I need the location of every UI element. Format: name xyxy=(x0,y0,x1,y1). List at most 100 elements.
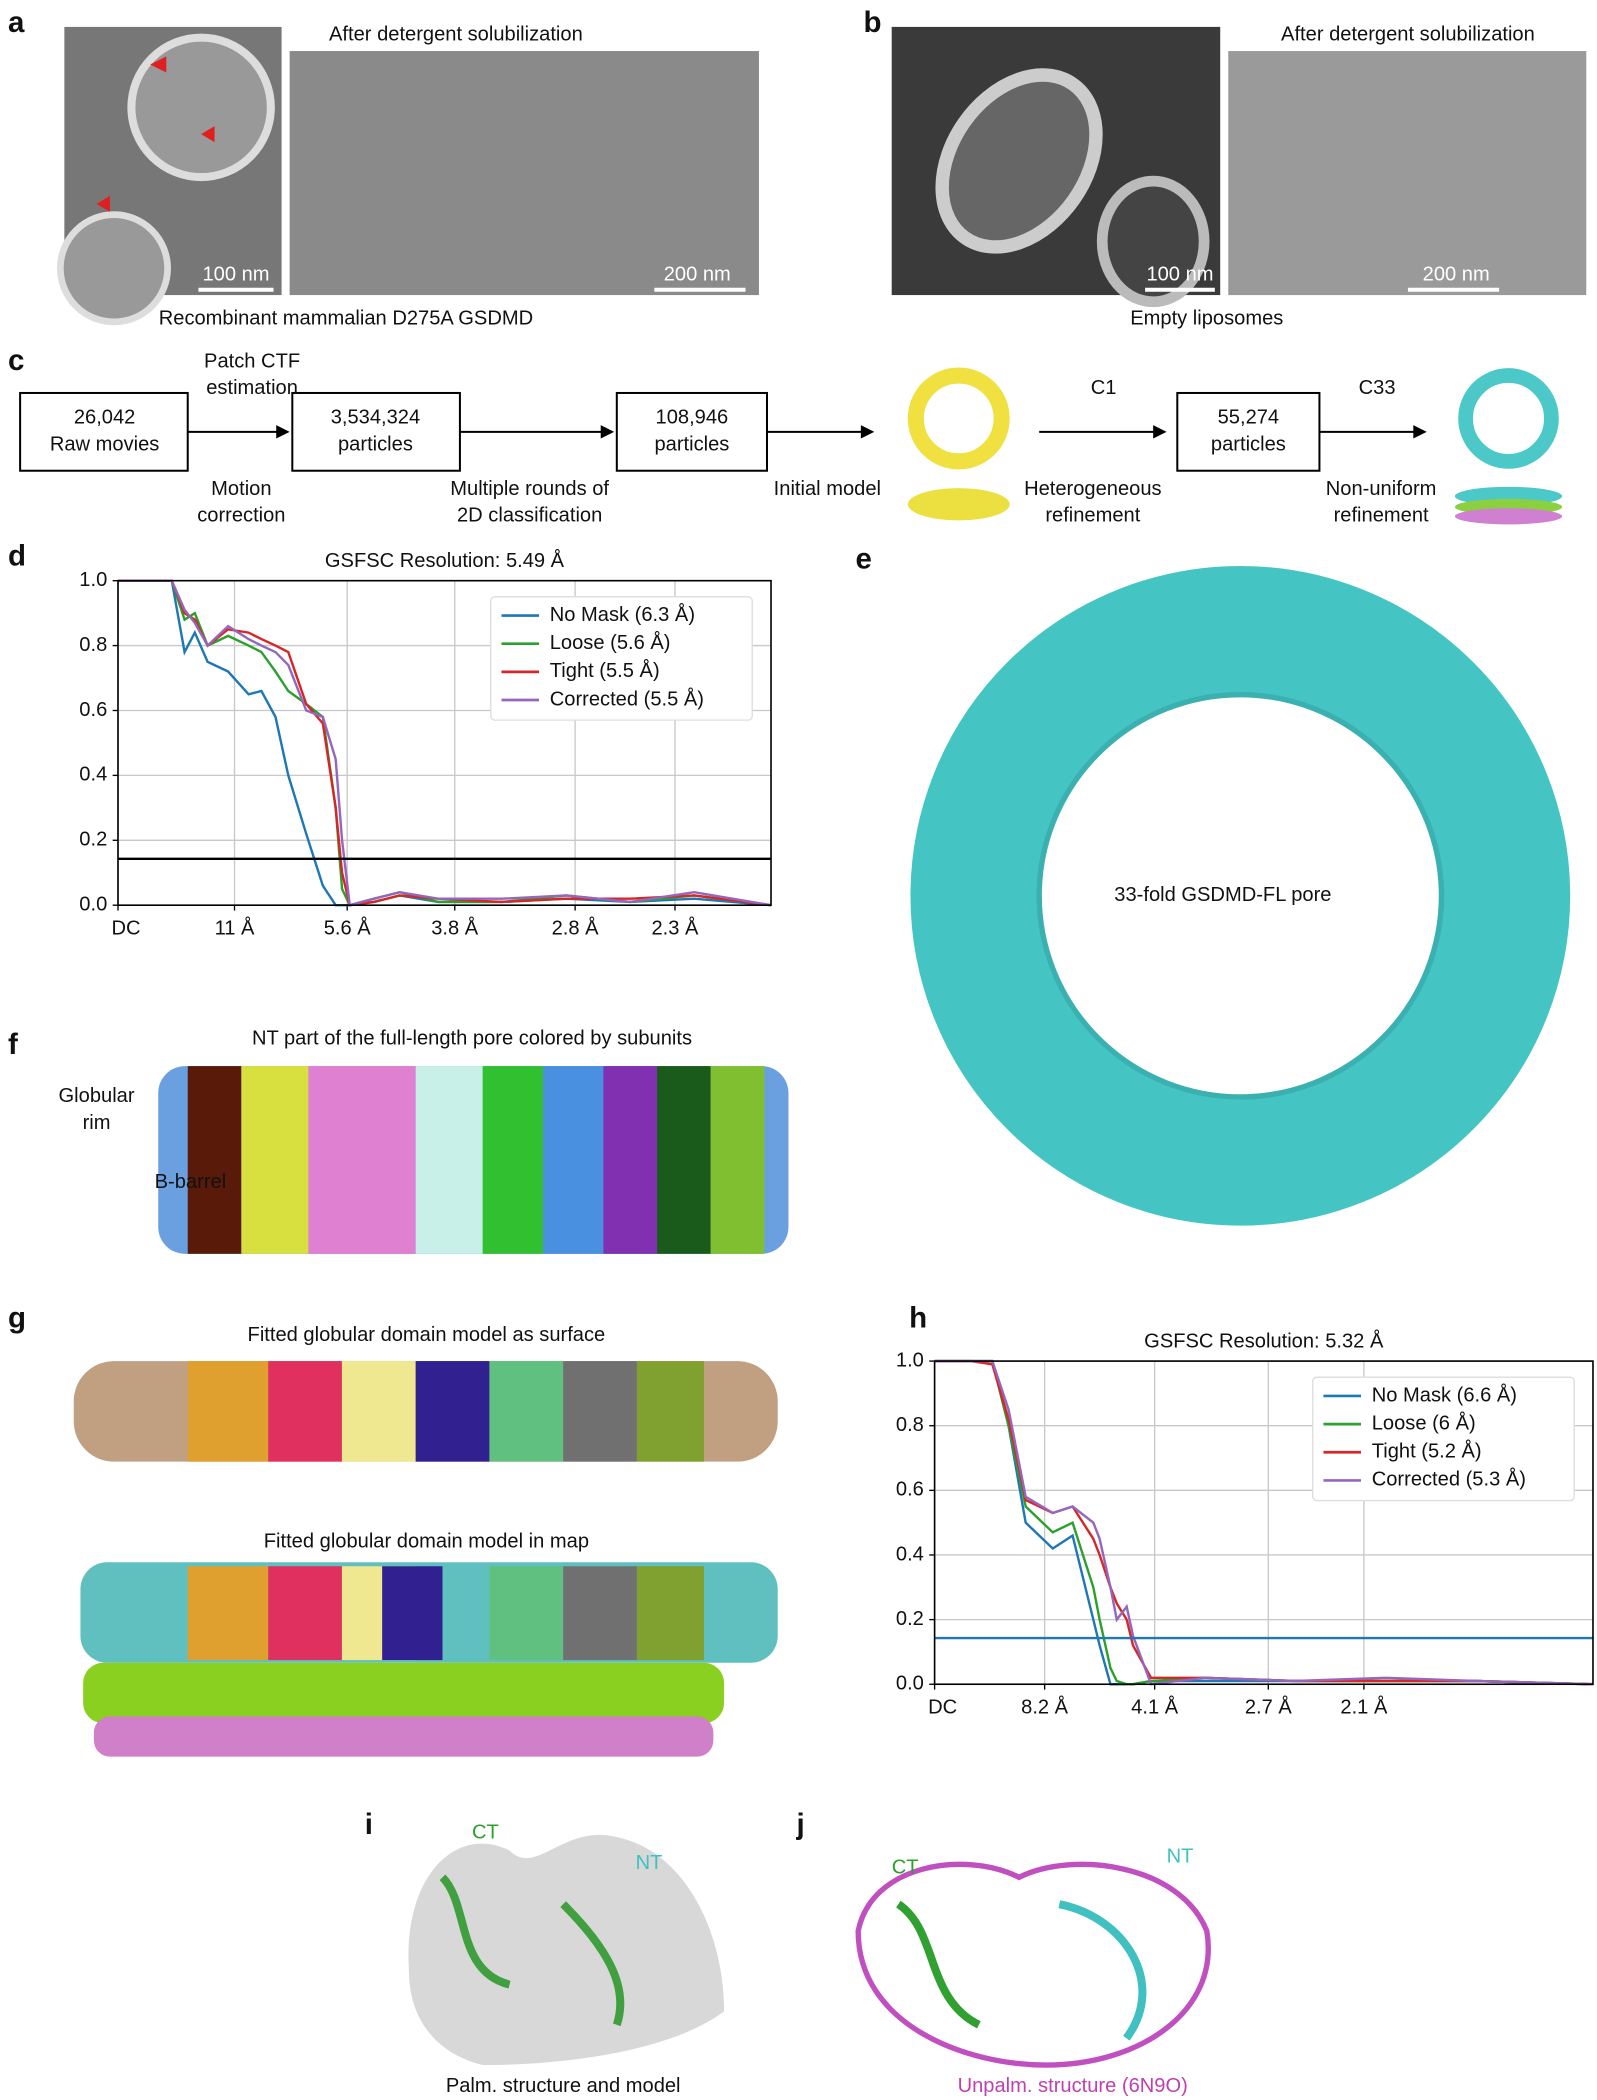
plot-frame xyxy=(933,1360,1594,1686)
image-title: Fitted globular domain model in map xyxy=(264,1530,589,1552)
micrograph xyxy=(289,51,759,296)
chart-title: GSFSC Resolution: 5.49 Å xyxy=(325,549,565,572)
ribbon xyxy=(855,1861,1211,2068)
flow-text: particles xyxy=(1211,434,1286,456)
y-tick-label: 0.4 xyxy=(79,764,107,786)
domain-label: CT xyxy=(892,1856,919,1878)
panel-label: a xyxy=(8,6,25,39)
panel-label: d xyxy=(8,540,26,573)
liposome xyxy=(935,68,1103,254)
flow-text: particles xyxy=(338,434,413,456)
pore-label: 33-fold GSDMD-FL pore xyxy=(1114,884,1331,906)
flow-text: Raw movies xyxy=(50,434,160,456)
liposome xyxy=(56,211,171,326)
step-label: Non-uniform xyxy=(1326,478,1437,500)
y-tick-label: 0.6 xyxy=(896,1479,924,1501)
panel-label: c xyxy=(8,344,24,377)
arrowhead xyxy=(860,425,875,439)
annotation: Globular xyxy=(59,1085,135,1107)
legend-entry: Tight (5.5 Å) xyxy=(550,659,660,682)
panel-label: g xyxy=(8,1301,26,1334)
x-tick-label: 2.1 Å xyxy=(1340,1696,1388,1719)
flow-count: 3,534,324 xyxy=(331,407,420,429)
step-label: Heterogeneous xyxy=(1024,478,1162,500)
pore-map xyxy=(910,565,1571,1226)
micrograph xyxy=(1228,51,1587,296)
surface-band xyxy=(73,1361,778,1462)
panel-label: b xyxy=(864,6,882,39)
x-tick-label: DC xyxy=(928,1697,957,1719)
legend-entry: Loose (5.6 Å) xyxy=(550,631,671,654)
image-title: NT part of the full-length pore colored … xyxy=(252,1028,692,1050)
legend-entry: Corrected (5.5 Å) xyxy=(550,687,704,710)
y-tick-label: 0.0 xyxy=(79,893,107,915)
legend-entry: No Mask (6.3 Å) xyxy=(550,603,695,626)
flow-count: 108,946 xyxy=(656,407,729,429)
legend-frame xyxy=(490,596,753,721)
domain-label: NT xyxy=(1167,1846,1194,1868)
final-model-side xyxy=(1454,508,1563,525)
scale-label: 100 nm xyxy=(202,263,269,285)
step-label: C1 xyxy=(1091,377,1117,399)
arrowhead xyxy=(201,126,215,143)
y-tick-label: 0.6 xyxy=(79,699,107,721)
flow-count: 55,274 xyxy=(1218,407,1280,429)
domain-label: NT xyxy=(636,1852,663,1874)
y-tick-label: 0.8 xyxy=(896,1414,924,1436)
panel-label: j xyxy=(795,1808,804,1841)
caption: Recombinant mammalian D275A GSDMD xyxy=(159,308,533,330)
panel-label: h xyxy=(909,1301,927,1334)
pore-inner-edge xyxy=(1036,691,1445,1100)
legend-entry: Loose (6 Å) xyxy=(1372,1411,1476,1434)
flow-box xyxy=(1176,391,1321,472)
liposome xyxy=(127,33,275,182)
subunit-band xyxy=(158,1066,789,1254)
caption: Palm. structure and model xyxy=(446,2075,681,2097)
scale-label: 200 nm xyxy=(664,263,731,285)
annotation: B-barrel xyxy=(155,1171,227,1193)
step-label: refinement xyxy=(1334,505,1429,527)
caption: Unpalm. structure (6N9O) xyxy=(958,2075,1188,2097)
y-tick-label: 1.0 xyxy=(79,569,107,591)
flow-count: 26,042 xyxy=(74,407,136,429)
density-map xyxy=(408,1834,725,2066)
initial-model-side xyxy=(907,488,1010,521)
y-tick-label: 0.4 xyxy=(896,1543,924,1565)
flow-box xyxy=(19,391,189,472)
panel-label: f xyxy=(8,1028,18,1061)
fsc-curve xyxy=(117,579,772,907)
flow-box xyxy=(615,391,768,472)
step-label: Patch CTF xyxy=(204,350,300,372)
legend-entry: Tight (5.2 Å) xyxy=(1372,1440,1482,1463)
arrowhead xyxy=(96,195,110,212)
initial-model-ring xyxy=(907,367,1010,470)
flow-box xyxy=(291,391,461,472)
domain-label: CT xyxy=(472,1821,499,1843)
x-tick-label: 8.2 Å xyxy=(1021,1696,1069,1719)
arrowhead xyxy=(1153,425,1167,439)
arrowhead xyxy=(1413,425,1427,439)
x-tick-label: 2.3 Å xyxy=(651,917,699,940)
arrowhead xyxy=(600,425,615,439)
legend-frame xyxy=(1312,1376,1575,1502)
step-label: Multiple rounds of xyxy=(450,478,609,500)
ribbon xyxy=(1058,1900,1147,2041)
liposome xyxy=(1096,175,1210,308)
arrowhead xyxy=(276,425,290,439)
step-label: estimation xyxy=(206,377,298,399)
step-label: refinement xyxy=(1045,505,1140,527)
scale-label: 100 nm xyxy=(1146,263,1213,285)
y-tick-label: 0.2 xyxy=(79,829,107,851)
x-tick-label: 2.8 Å xyxy=(552,917,600,940)
map-band xyxy=(80,1562,778,1757)
final-model-ring xyxy=(1458,368,1559,469)
image-title: After detergent solubilization xyxy=(329,23,583,45)
x-tick-label: DC xyxy=(112,918,141,940)
y-tick-label: 0.8 xyxy=(79,634,107,656)
fsc-curve xyxy=(934,1359,1594,1686)
caption: Empty liposomes xyxy=(1130,308,1283,330)
y-tick-label: 0.0 xyxy=(896,1673,924,1695)
legend-entry: No Mask (6.6 Å) xyxy=(1372,1383,1517,1406)
chart-title: GSFSC Resolution: 5.32 Å xyxy=(1144,1330,1384,1353)
x-tick-label: 5.6 Å xyxy=(324,917,372,940)
